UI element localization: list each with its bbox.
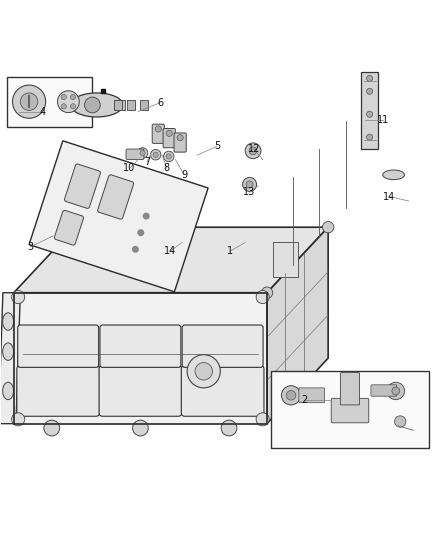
Circle shape (392, 387, 400, 395)
Circle shape (166, 154, 171, 159)
Polygon shape (273, 243, 297, 277)
Circle shape (133, 420, 148, 436)
Circle shape (367, 134, 373, 140)
Polygon shape (14, 293, 267, 424)
Circle shape (177, 135, 183, 141)
Text: 14: 14 (383, 192, 396, 201)
FancyBboxPatch shape (17, 366, 99, 416)
Circle shape (12, 290, 25, 304)
Text: 9: 9 (181, 170, 187, 180)
Bar (272, 372, 428, 448)
Text: 10: 10 (124, 163, 136, 173)
Text: 12: 12 (248, 143, 260, 154)
Circle shape (143, 213, 150, 220)
Text: 1: 1 (227, 246, 233, 256)
Circle shape (85, 97, 100, 113)
FancyBboxPatch shape (340, 373, 360, 405)
Text: 11: 11 (377, 115, 389, 125)
Circle shape (61, 104, 67, 109)
Bar (141, 100, 148, 110)
Bar (7, 77, 92, 127)
Circle shape (12, 413, 25, 426)
Circle shape (132, 246, 139, 253)
Ellipse shape (132, 244, 166, 254)
Circle shape (367, 75, 373, 82)
FancyBboxPatch shape (163, 128, 175, 148)
Circle shape (246, 181, 253, 188)
Ellipse shape (383, 170, 405, 180)
Circle shape (245, 143, 261, 159)
Circle shape (282, 386, 300, 405)
FancyBboxPatch shape (99, 366, 182, 416)
FancyBboxPatch shape (18, 325, 99, 367)
Circle shape (387, 382, 405, 400)
FancyBboxPatch shape (100, 325, 181, 367)
FancyBboxPatch shape (331, 398, 369, 423)
Text: 8: 8 (163, 163, 170, 173)
Text: 7: 7 (144, 157, 150, 167)
Circle shape (367, 88, 373, 94)
Ellipse shape (71, 93, 123, 117)
Circle shape (44, 420, 60, 436)
FancyBboxPatch shape (54, 211, 84, 245)
Circle shape (367, 111, 373, 117)
Text: 14: 14 (164, 246, 176, 256)
Text: 5: 5 (214, 141, 220, 151)
Circle shape (12, 85, 46, 118)
FancyBboxPatch shape (371, 385, 397, 396)
Text: 13: 13 (244, 187, 256, 197)
Text: 4: 4 (39, 107, 45, 117)
Circle shape (187, 354, 220, 388)
Circle shape (137, 229, 144, 236)
Text: 2: 2 (301, 394, 307, 405)
Circle shape (249, 147, 257, 155)
Bar (361, 72, 378, 149)
FancyBboxPatch shape (152, 124, 164, 143)
Circle shape (395, 416, 406, 427)
Text: 6: 6 (157, 98, 163, 108)
FancyBboxPatch shape (182, 325, 263, 367)
FancyBboxPatch shape (181, 366, 264, 416)
Circle shape (150, 149, 161, 160)
Circle shape (71, 94, 76, 100)
Bar (14, 293, 267, 424)
Circle shape (261, 287, 273, 298)
Ellipse shape (3, 343, 14, 360)
Circle shape (286, 391, 296, 400)
Polygon shape (0, 293, 20, 424)
Circle shape (195, 362, 212, 380)
Circle shape (138, 148, 148, 158)
Polygon shape (267, 227, 328, 424)
Circle shape (256, 413, 269, 426)
Circle shape (57, 91, 79, 112)
Circle shape (20, 93, 38, 110)
FancyBboxPatch shape (29, 141, 208, 292)
Ellipse shape (3, 313, 14, 330)
Circle shape (256, 290, 269, 304)
Bar (114, 100, 125, 110)
Circle shape (221, 420, 237, 436)
FancyBboxPatch shape (98, 175, 134, 219)
FancyBboxPatch shape (64, 164, 100, 208)
FancyBboxPatch shape (174, 133, 186, 152)
Circle shape (61, 94, 67, 100)
Circle shape (153, 152, 158, 157)
Ellipse shape (3, 382, 14, 400)
Text: 3: 3 (27, 242, 33, 252)
Circle shape (163, 151, 174, 161)
FancyBboxPatch shape (126, 149, 144, 159)
Circle shape (155, 126, 161, 132)
Circle shape (71, 104, 76, 109)
Circle shape (140, 150, 145, 156)
FancyBboxPatch shape (299, 388, 325, 403)
Bar (127, 100, 135, 110)
Bar (114, 100, 122, 110)
Polygon shape (14, 227, 328, 293)
Circle shape (243, 177, 257, 191)
Circle shape (166, 130, 172, 136)
Circle shape (322, 222, 334, 233)
